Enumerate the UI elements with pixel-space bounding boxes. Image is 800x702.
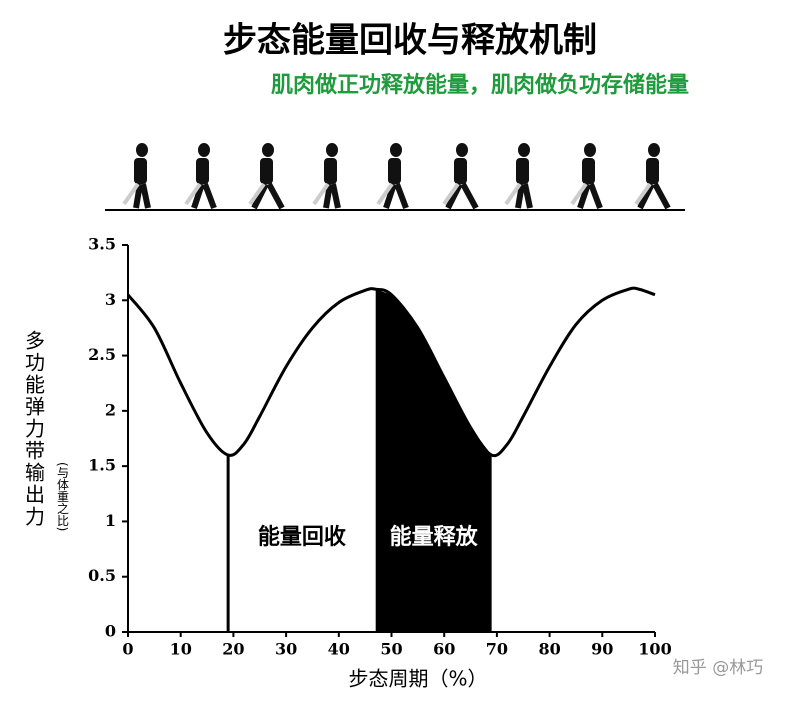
y-tick-label: 3.5: [88, 235, 116, 254]
figure-body: [582, 158, 595, 184]
x-tick-label: 30: [275, 640, 297, 659]
figure-leg-back: [122, 182, 140, 206]
figure-head: [456, 143, 468, 157]
figure-body: [196, 158, 209, 184]
y-tick-label: 1.5: [88, 456, 116, 475]
y-axis-note: (与体重之比): [56, 462, 70, 531]
y-axis-label: 多功能弹力带输出力: [22, 330, 46, 528]
figure-head: [326, 143, 338, 157]
region-label: 能量释放: [390, 524, 479, 550]
figure-leg-back: [184, 182, 202, 206]
x-axis-label: 步态周期（%）: [348, 667, 487, 691]
region-fill: [375, 289, 492, 632]
figure-body: [260, 158, 273, 184]
figure-body: [516, 158, 529, 184]
figure-body: [646, 158, 659, 184]
figure-body: [454, 158, 467, 184]
y-tick-label: 1: [105, 511, 116, 530]
figure-body: [134, 158, 147, 184]
x-tick-label: 50: [380, 640, 402, 659]
figure-body: [388, 158, 401, 184]
figure-head: [198, 143, 210, 157]
figure-head: [390, 143, 402, 157]
figure-leg-back: [504, 182, 522, 206]
figure-legs: [515, 183, 533, 209]
x-tick-label: 90: [591, 640, 613, 659]
watermark: 知乎 @林巧: [673, 658, 763, 678]
y-tick-label: 0: [105, 622, 116, 641]
figure-legs: [577, 182, 603, 210]
figure-head: [648, 143, 660, 157]
figure-legs: [133, 183, 151, 209]
y-tick-label: 2.5: [88, 345, 116, 364]
figure-leg-back: [248, 182, 266, 206]
x-tick-label: 20: [222, 640, 244, 659]
chart-subtitle: 肌肉做正功释放能量，肌肉做负功存储能量: [271, 72, 689, 98]
figure-body: [324, 158, 337, 184]
figure-legs: [445, 182, 479, 210]
y-tick-label: 3: [105, 290, 116, 309]
line-series: [126, 286, 656, 458]
figure-legs: [191, 182, 217, 210]
figure-leg-back: [442, 182, 460, 206]
y-tick-label: 0.5: [88, 566, 116, 585]
figure-leg-back: [376, 182, 394, 206]
region-label: 能量回收: [258, 524, 346, 550]
figure-head: [136, 143, 148, 157]
x-tick-label: 70: [486, 640, 508, 659]
x-tick-label: 0: [122, 640, 133, 659]
y-tick-label: 2: [105, 400, 116, 419]
figure-legs: [383, 182, 409, 210]
figure-head: [584, 143, 596, 157]
figure-leg-back: [312, 182, 330, 206]
figure-legs: [251, 182, 285, 210]
x-tick-label: 60: [433, 640, 455, 659]
figure-head: [518, 143, 530, 157]
figure-legs: [323, 183, 341, 209]
figure-leg-back: [634, 182, 652, 206]
chart-title: 步态能量回收与释放机制: [223, 21, 597, 61]
x-tick-label: 100: [638, 640, 671, 659]
figure-legs: [637, 182, 671, 210]
x-tick-label: 10: [170, 640, 192, 659]
region-fill: [228, 289, 376, 632]
x-tick-label: 40: [328, 640, 350, 659]
figure-head: [262, 143, 274, 157]
x-tick-label: 80: [538, 640, 560, 659]
walking-figures: [105, 143, 685, 211]
figure-leg-back: [570, 182, 588, 206]
